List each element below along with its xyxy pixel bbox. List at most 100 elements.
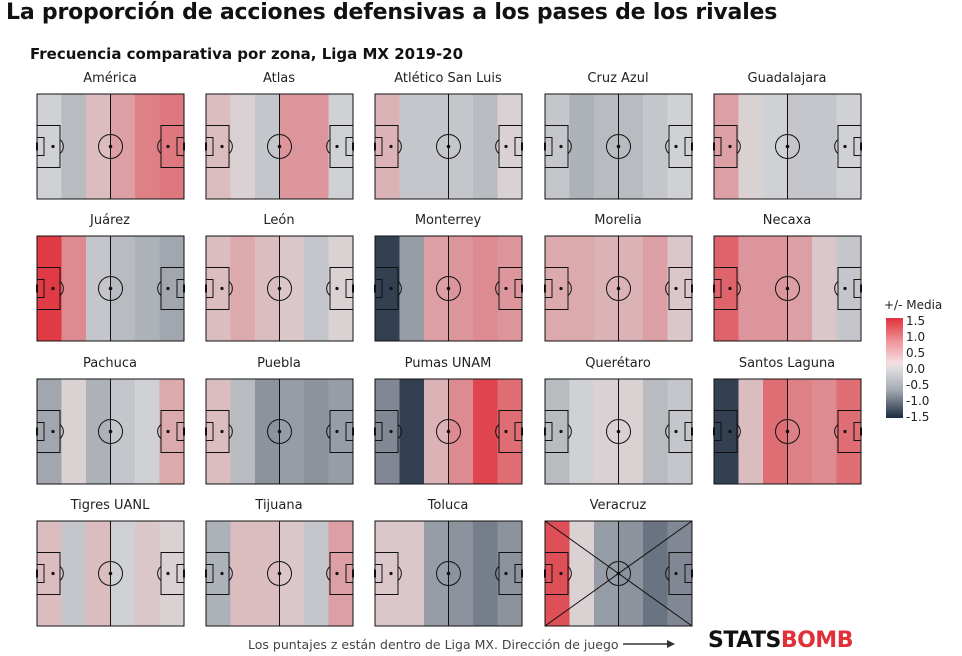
zone-cell [328, 521, 354, 626]
zone-cell [375, 379, 400, 484]
zone-cell [399, 521, 425, 626]
zone-cell [545, 379, 570, 484]
zone-cell [328, 236, 354, 341]
legend-tick: -1.5 [906, 410, 930, 424]
team-panel: Pachuca [36, 356, 196, 486]
zone-cell [304, 236, 329, 341]
statsbomb-logo: STATSBOMB [708, 628, 853, 653]
pitch-heatmap [36, 378, 185, 485]
zone-cell [738, 379, 764, 484]
zone-cell [399, 236, 425, 341]
zone-cell [37, 379, 62, 484]
zone-cell [643, 521, 668, 626]
team-name: Tijuana [255, 498, 303, 513]
zone-cell [37, 94, 62, 199]
team-panel: Atlas [205, 71, 365, 201]
pitch-heatmap [544, 378, 693, 485]
zone-cell [497, 94, 523, 199]
zone-cell [643, 236, 668, 341]
zone-cell [206, 521, 231, 626]
zone-cell [61, 521, 87, 626]
legend-tick: -1.0 [906, 394, 930, 408]
zone-cell [135, 94, 160, 199]
pitch-heatmap [544, 235, 693, 342]
pitch-heatmap [205, 235, 354, 342]
zone-cell [375, 236, 400, 341]
legend-title: +/- Media [884, 298, 943, 312]
zone-cell [399, 379, 425, 484]
zone-cell [135, 521, 160, 626]
team-name: Puebla [257, 356, 301, 371]
zone-cell [159, 94, 185, 199]
zone-cell [230, 379, 256, 484]
zone-cell [230, 521, 256, 626]
team-panel: León [205, 213, 365, 343]
zone-cell [473, 379, 498, 484]
zone-cell [667, 94, 693, 199]
team-panel: Toluca [374, 498, 534, 628]
zone-cell [812, 379, 837, 484]
zone-cell [375, 521, 400, 626]
team-panel: Cruz Azul [544, 71, 704, 201]
zone-cell [328, 94, 354, 199]
pitch-heatmap [713, 93, 862, 200]
legend-color-bar [886, 318, 903, 418]
zone-cell [812, 94, 837, 199]
team-panel: Juárez [36, 213, 196, 343]
legend-tick: 1.0 [906, 330, 926, 344]
zone-cell [569, 94, 595, 199]
team-panel: Veracruz [544, 498, 704, 628]
zone-cell [159, 521, 185, 626]
team-panel: Morelia [544, 213, 704, 343]
zone-cell [61, 236, 87, 341]
zone-cell [206, 379, 231, 484]
zone-cell [473, 521, 498, 626]
team-name: Toluca [427, 498, 469, 513]
zone-cell [667, 236, 693, 341]
legend-tick: 0.5 [906, 346, 926, 360]
zone-cell [399, 94, 425, 199]
team-name: Morelia [594, 213, 642, 228]
pitch-heatmap [36, 235, 185, 342]
zone-cell [304, 521, 329, 626]
zone-cell [836, 236, 862, 341]
zone-cell [37, 521, 62, 626]
team-name: Juárez [90, 213, 130, 228]
pitch-heatmap [36, 93, 185, 200]
zone-cell [159, 379, 185, 484]
pitch-heatmap [36, 520, 185, 627]
pitch-heatmap [713, 378, 862, 485]
pitch-heatmap [374, 93, 523, 200]
pitch-heatmap [205, 93, 354, 200]
logo-part-stats: STATS [708, 628, 781, 653]
team-panel: Puebla [205, 356, 365, 486]
zone-cell [206, 94, 231, 199]
team-name: Guadalajara [747, 71, 827, 86]
zone-cell [667, 521, 693, 626]
zone-cell [230, 94, 256, 199]
zone-cell [836, 379, 862, 484]
team-name: Pachuca [83, 356, 137, 371]
zone-cell [545, 521, 570, 626]
zone-cell [135, 236, 160, 341]
zone-cell [569, 521, 595, 626]
team-name: Santos Laguna [738, 356, 836, 371]
zone-cell [304, 379, 329, 484]
legend-tick: 1.5 [906, 314, 926, 328]
zone-cell [836, 94, 862, 199]
zone-cell [230, 236, 256, 341]
zone-cell [497, 379, 523, 484]
team-panel: Necaxa [713, 213, 873, 343]
zone-cell [328, 379, 354, 484]
team-panel: Querétaro [544, 356, 704, 486]
team-panel: Monterrey [374, 213, 534, 343]
team-name: Monterrey [414, 213, 482, 228]
zone-cell [61, 94, 87, 199]
zone-cell [37, 236, 62, 341]
footnote: Los puntajes z están dentro de Liga MX. … [248, 637, 619, 652]
zone-cell [667, 379, 693, 484]
zone-cell [714, 236, 739, 341]
zone-cell [714, 94, 739, 199]
team-name: Atlas [262, 71, 296, 86]
